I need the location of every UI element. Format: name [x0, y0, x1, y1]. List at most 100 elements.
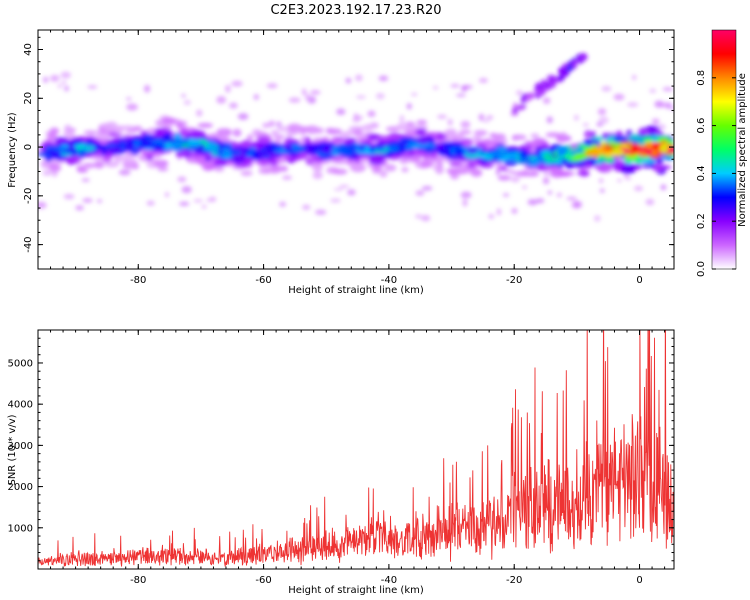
heatmap-cell	[251, 151, 259, 157]
colorbar-tick-label: 0.0	[696, 261, 707, 277]
heatmap-cell	[482, 119, 490, 123]
heatmap-cell	[183, 99, 191, 106]
y-tick-label: 40	[23, 43, 34, 56]
heatmap-cell	[285, 137, 295, 143]
heatmap-cell	[477, 154, 494, 159]
heatmap-cell	[515, 105, 525, 111]
heatmap-cell	[350, 163, 366, 173]
snr-panel: -80 -60 -40 -20 0 1000 2000 3000 4000 5000 Heigh…	[7, 329, 675, 596]
heatmap-cell	[81, 178, 90, 182]
heatmap-cell	[52, 145, 61, 152]
heatmap-cell	[399, 114, 405, 123]
heatmap-cell	[660, 184, 667, 191]
heatmap-cell	[141, 148, 155, 157]
colorbar-gradient	[711, 29, 737, 270]
heatmap-cell	[466, 147, 479, 154]
heatmap-cell	[168, 143, 183, 148]
heatmap-cell	[421, 215, 431, 222]
heatmap-cell	[598, 178, 604, 184]
heatmap-cell	[530, 133, 540, 139]
heatmap-cell	[416, 137, 431, 145]
heatmap-cell	[550, 169, 565, 178]
y-tick-label: 0	[23, 144, 34, 150]
heatmap-cell	[515, 170, 528, 177]
heatmap-cell	[181, 94, 186, 98]
heatmap-cell	[49, 74, 60, 82]
snr-y-ticks: 1000 2000 3000 4000 5000	[8, 329, 674, 562]
heatmap-cell	[314, 209, 327, 215]
heatmap-cell	[549, 77, 556, 83]
heatmap-cell	[429, 143, 437, 149]
heatmap-cell	[232, 128, 242, 137]
heatmap-cell	[539, 87, 546, 96]
snr-y-axis-label: SNR (10 * v/v)	[7, 414, 18, 485]
heatmap-cell	[259, 157, 269, 165]
heatmap-cell	[659, 144, 669, 154]
heatmap-cell	[105, 121, 118, 131]
heatmap-cell	[502, 193, 510, 197]
heatmap-cell	[64, 124, 72, 133]
heatmap-cell	[193, 199, 203, 203]
heatmap-cell	[556, 163, 564, 169]
heatmap-cell	[383, 164, 397, 172]
x-tick-label: -40	[381, 575, 397, 586]
heatmap-cell	[188, 138, 202, 148]
heatmap-cell	[461, 85, 468, 92]
heatmap-cell	[421, 186, 433, 191]
heatmap-cell	[540, 79, 547, 86]
heatmap-cell	[332, 168, 348, 175]
heatmap-cell	[140, 139, 153, 149]
heatmap-cell	[60, 71, 71, 79]
heatmap-cell	[305, 125, 319, 135]
heatmap-cell	[354, 74, 363, 82]
snr-frame	[37, 329, 675, 570]
heatmap-cell	[63, 193, 75, 200]
heatmap-cell	[336, 108, 346, 116]
heatmap-cell	[627, 102, 639, 107]
heatmap-cell	[642, 135, 654, 143]
heatmap-cell	[598, 116, 609, 124]
figure-title: C2E3.2023.192.17.23.R20	[270, 3, 441, 18]
heatmap-cell	[547, 80, 557, 89]
heatmap-cell	[87, 85, 98, 89]
heatmap-cell	[205, 146, 220, 153]
heatmap-cell	[408, 140, 417, 147]
heatmap-cell	[240, 170, 253, 176]
heatmap-cell	[367, 110, 376, 118]
heatmap-cell	[282, 175, 293, 180]
heatmap-cell	[353, 129, 363, 137]
heatmap-cell	[126, 103, 138, 111]
heatmap-cell	[362, 124, 374, 132]
heatmap-cell	[82, 198, 93, 203]
heatmap-cell	[105, 146, 119, 153]
heatmap-cell	[547, 190, 553, 195]
heatmap-cell	[122, 142, 136, 151]
heatmap-cell	[632, 74, 637, 80]
snr-series-line	[38, 330, 674, 567]
heatmap-cell	[270, 158, 278, 167]
heatmap-cell	[399, 157, 409, 164]
heatmap-cell	[375, 145, 386, 151]
heatmap-cell	[310, 90, 321, 95]
heatmap-cell	[657, 102, 668, 108]
heatmap-cell	[338, 138, 346, 143]
snr-x-ticks: -80 -60 -40 -20 0	[37, 330, 666, 586]
spectrogram-frame	[37, 29, 675, 270]
heatmap-cell	[630, 144, 639, 154]
heatmap-cell	[231, 80, 243, 87]
heatmap-cell	[286, 130, 294, 139]
heatmap-cell	[482, 138, 492, 146]
heatmap-cell	[542, 177, 550, 185]
heatmap-cell	[181, 185, 192, 194]
heatmap-cell	[478, 77, 488, 83]
heatmap-cell	[473, 130, 488, 136]
x-tick-label: 0	[636, 275, 642, 286]
heatmap-cell	[557, 75, 565, 81]
heatmap-cell	[347, 189, 356, 196]
heatmap-cell	[582, 122, 589, 127]
heatmap-cell	[654, 156, 664, 165]
heatmap-cell	[588, 140, 602, 147]
spectrogram-y-axis-label: Frequency (Hz)	[7, 112, 18, 188]
y-tick-label: 3000	[8, 441, 33, 452]
y-tick-label: 20	[23, 92, 34, 105]
